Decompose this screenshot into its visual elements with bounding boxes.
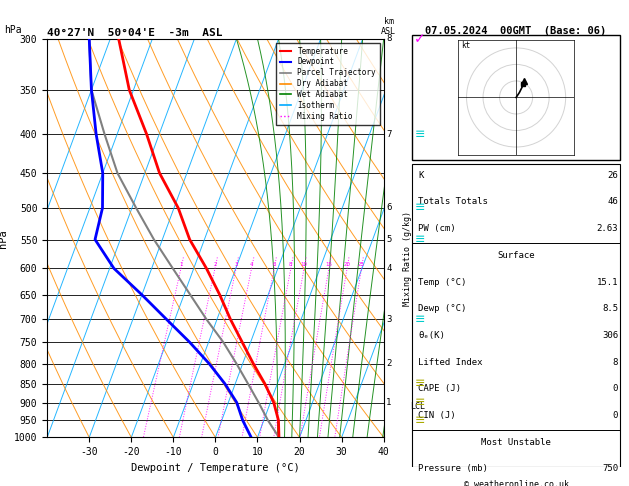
Text: ≡: ≡ <box>415 313 425 326</box>
Text: 8.5: 8.5 <box>602 304 618 313</box>
Text: Surface: Surface <box>498 251 535 260</box>
Text: 20: 20 <box>343 262 350 267</box>
Text: 4: 4 <box>250 262 253 267</box>
Text: 2.63: 2.63 <box>596 224 618 233</box>
Text: 15.1: 15.1 <box>596 278 618 287</box>
Text: ≡: ≡ <box>415 202 425 214</box>
Text: 10: 10 <box>301 262 308 267</box>
Text: 3: 3 <box>234 262 238 267</box>
Text: 1: 1 <box>179 262 182 267</box>
Text: LCL: LCL <box>410 402 425 411</box>
Text: 1: 1 <box>386 398 392 407</box>
Legend: Temperature, Dewpoint, Parcel Trajectory, Dry Adiabat, Wet Adiabat, Isotherm, Mi: Temperature, Dewpoint, Parcel Trajectory… <box>276 43 380 125</box>
Text: 6: 6 <box>386 204 392 212</box>
Text: Mixing Ratio (g/kg): Mixing Ratio (g/kg) <box>403 210 412 306</box>
Text: Pressure (mb): Pressure (mb) <box>418 464 488 473</box>
Text: 0: 0 <box>613 411 618 420</box>
Text: ≡: ≡ <box>415 396 425 409</box>
Text: 8: 8 <box>613 358 618 366</box>
Text: 40°27'N  50°04'E  -3m  ASL: 40°27'N 50°04'E -3m ASL <box>47 28 223 38</box>
Text: 26: 26 <box>608 171 618 180</box>
Text: Lifted Index: Lifted Index <box>418 358 483 366</box>
Text: 25: 25 <box>358 262 365 267</box>
X-axis label: Dewpoint / Temperature (°C): Dewpoint / Temperature (°C) <box>131 463 300 473</box>
Text: Dewp (°C): Dewp (°C) <box>418 304 467 313</box>
Text: ✓: ✓ <box>415 32 426 46</box>
Text: 15: 15 <box>325 262 332 267</box>
Text: K: K <box>418 171 424 180</box>
Text: kt: kt <box>462 41 471 50</box>
Text: Totals Totals: Totals Totals <box>418 197 488 207</box>
Text: 4: 4 <box>386 264 392 273</box>
Text: 8: 8 <box>289 262 292 267</box>
Text: ≡: ≡ <box>415 414 425 427</box>
Text: Most Unstable: Most Unstable <box>481 437 551 447</box>
Text: hPa: hPa <box>4 25 21 35</box>
Text: 2: 2 <box>386 359 392 368</box>
Text: PW (cm): PW (cm) <box>418 224 456 233</box>
Y-axis label: hPa: hPa <box>0 229 8 247</box>
Text: 6: 6 <box>272 262 276 267</box>
Text: 750: 750 <box>602 464 618 473</box>
Text: km
ASL: km ASL <box>381 17 396 36</box>
Text: 07.05.2024  00GMT  (Base: 06): 07.05.2024 00GMT (Base: 06) <box>425 26 607 36</box>
Text: Temp (°C): Temp (°C) <box>418 278 467 287</box>
Text: 5: 5 <box>386 235 392 244</box>
Text: CIN (J): CIN (J) <box>418 411 456 420</box>
Text: 0: 0 <box>613 384 618 393</box>
Text: 7: 7 <box>386 130 392 139</box>
Text: 46: 46 <box>608 197 618 207</box>
Text: ≡: ≡ <box>415 128 425 140</box>
Text: 2: 2 <box>213 262 217 267</box>
Text: 306: 306 <box>602 331 618 340</box>
Text: ≡: ≡ <box>415 233 425 246</box>
Text: 3: 3 <box>386 315 392 324</box>
Text: © weatheronline.co.uk: © weatheronline.co.uk <box>464 480 569 486</box>
Text: θₑ(K): θₑ(K) <box>418 331 445 340</box>
Text: ≡: ≡ <box>415 377 425 390</box>
Text: 8: 8 <box>386 35 392 43</box>
Text: CAPE (J): CAPE (J) <box>418 384 462 393</box>
